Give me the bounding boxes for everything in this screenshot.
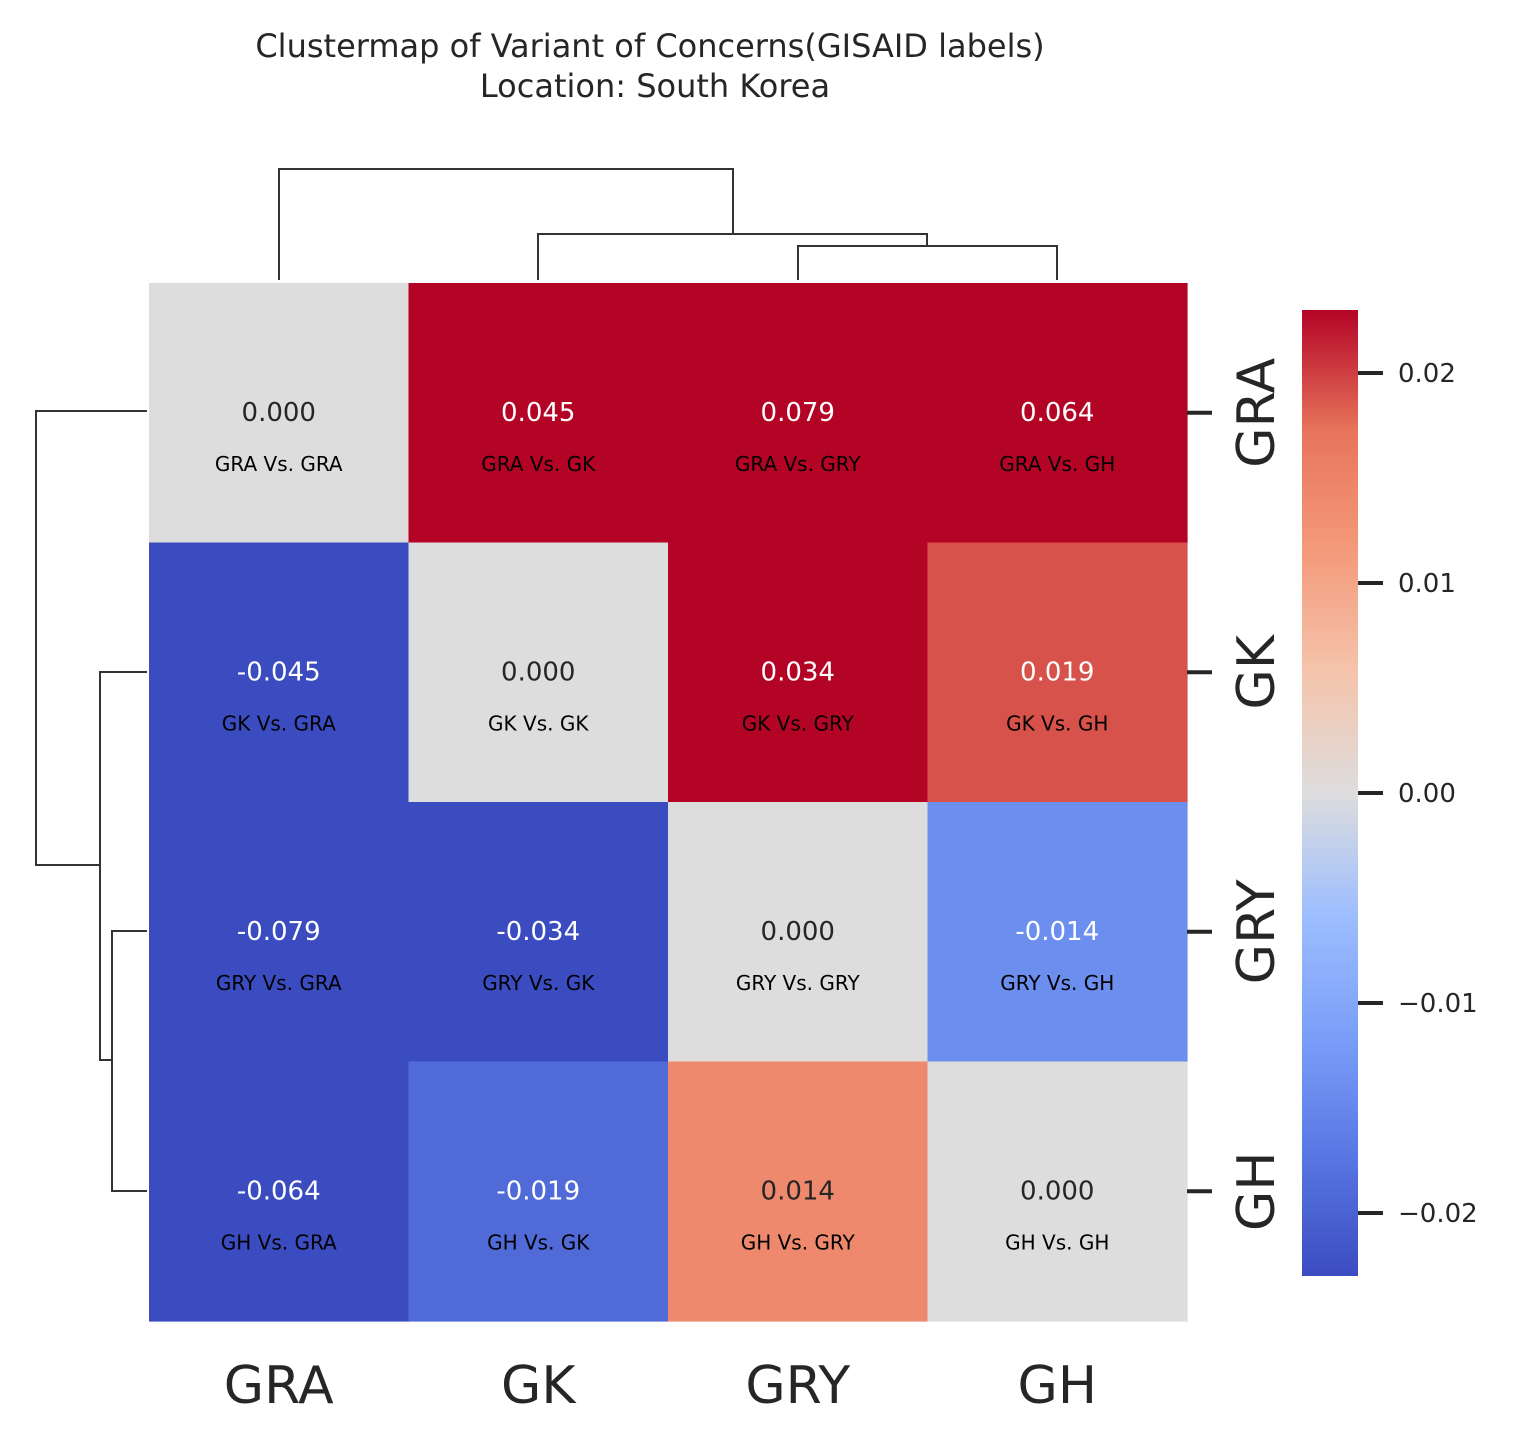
dendrogram-link-gk-cluster (537, 233, 928, 280)
dendrogram-link-gry-gh (797, 245, 1058, 280)
cell-value-label: -0.064 (237, 1177, 321, 1207)
colorbar-tick-label: 0.00 (1398, 779, 1456, 809)
heatmap-cell-gra-gry (668, 283, 929, 544)
heatmap-cell-gra-gra (149, 283, 410, 544)
dendrogram-link-gry-gh (111, 930, 147, 1192)
cell-pair-label: GRY Vs. GRA (216, 971, 342, 995)
cell-value-label: -0.079 (237, 917, 321, 947)
y-axis-labels: GRA GK GRY GH (1187, 357, 1287, 1231)
dendrogram-link-gk-cluster (99, 671, 147, 1061)
colorbar-tick-label: 0.02 (1398, 359, 1456, 389)
cell-pair-label: GRY Vs. GRY (736, 971, 861, 995)
cell-pair-label: GRY Vs. GH (1000, 971, 1114, 995)
cell-value-label: 0.000 (761, 917, 835, 947)
cell-pair-label: GK Vs. GH (1006, 712, 1108, 736)
cell-value-label: 0.000 (242, 398, 316, 428)
heatmap-cell-gry-gk (408, 802, 669, 1063)
chart-title: Clustermap of Variant of Concerns(GISAID… (255, 27, 1044, 65)
row-dendrogram (35, 410, 147, 1192)
cell-pair-label: GRA Vs. GRA (215, 452, 343, 476)
x-axis-label-gh: GH (1018, 1356, 1097, 1416)
x-axis-label-gk: GK (501, 1356, 577, 1416)
cell-value-label: -0.034 (496, 917, 580, 947)
heatmap-cell-gh-gk (408, 1061, 669, 1322)
dendrogram-link-root (278, 168, 734, 280)
cell-value-label: 0.079 (761, 398, 835, 428)
cell-pair-label: GH Vs. GH (1005, 1231, 1109, 1255)
heatmap-cell-gh-gry (668, 1061, 929, 1322)
cell-value-label: -0.014 (1015, 917, 1099, 947)
x-axis-label-gry: GRY (745, 1356, 850, 1416)
column-dendrogram (278, 168, 1058, 280)
heatmap-cell-gry-gra (149, 802, 410, 1063)
cell-value-label: -0.019 (496, 1177, 580, 1207)
heatmap-cell-gh-gh (927, 1061, 1188, 1322)
y-axis-label-gry: GRY (1227, 879, 1287, 984)
cell-value-label: 0.019 (1020, 658, 1094, 688)
cell-value-label: 0.034 (761, 658, 835, 688)
cell-pair-label: GK Vs. GRA (222, 712, 336, 736)
cell-pair-label: GH Vs. GRY (741, 1231, 856, 1255)
dendrogram-link-root (35, 410, 147, 866)
colorbar (1302, 310, 1358, 1276)
x-axis-label-gra: GRA (224, 1356, 334, 1416)
cell-pair-label: GRA Vs. GRY (735, 452, 862, 476)
cell-pair-label: GRA Vs. GK (481, 452, 596, 476)
x-axis-labels: GRA GK GRY GH (224, 1356, 1097, 1416)
cell-pair-label: GK Vs. GRY (742, 712, 855, 736)
cell-pair-label: GRY Vs. GK (482, 971, 595, 995)
colorbar-ticks: 0.02 0.01 0.00 −0.01 −0.02 (1358, 359, 1478, 1229)
cell-value-label: -0.045 (237, 658, 321, 688)
heatmap-cell-gra-gh (927, 283, 1188, 544)
y-axis-label-gh: GH (1227, 1152, 1287, 1231)
y-axis-label-gra: GRA (1227, 357, 1287, 467)
colorbar-tick-label: 0.01 (1398, 569, 1456, 599)
heatmap-cell-gk-gh (927, 542, 1188, 803)
cell-value-label: 0.014 (761, 1177, 835, 1207)
heatmap-cells: 0.000 GRA Vs. GRA 0.045 GRA Vs. GK 0.079 GRA … (149, 283, 1188, 1322)
cell-value-label: 0.064 (1020, 398, 1094, 428)
colorbar-tick-label: −0.01 (1398, 989, 1478, 1019)
y-axis-label-gk: GK (1227, 633, 1287, 709)
cell-value-label: 0.045 (501, 398, 575, 428)
heatmap-cell-gk-gk (408, 542, 669, 803)
chart-subtitle: Location: South Korea (480, 67, 830, 105)
cell-pair-label: GK Vs. GK (488, 712, 589, 736)
heatmap-cell-gra-gk (408, 283, 669, 544)
heatmap-cell-gry-gh (927, 802, 1188, 1063)
cell-pair-label: GH Vs. GK (487, 1231, 590, 1255)
cell-pair-label: GRA Vs. GH (999, 452, 1115, 476)
cell-value-label: 0.000 (501, 658, 575, 688)
heatmap-cell-gk-gry (668, 542, 929, 803)
cell-value-label: 0.000 (1020, 1177, 1094, 1207)
heatmap-cell-gry-gry (668, 802, 929, 1063)
heatmap-cell-gh-gra (149, 1061, 410, 1322)
heatmap-cell-gk-gra (149, 542, 410, 803)
cell-pair-label: GH Vs. GRA (221, 1231, 337, 1255)
colorbar-tick-label: −0.02 (1398, 1199, 1478, 1229)
